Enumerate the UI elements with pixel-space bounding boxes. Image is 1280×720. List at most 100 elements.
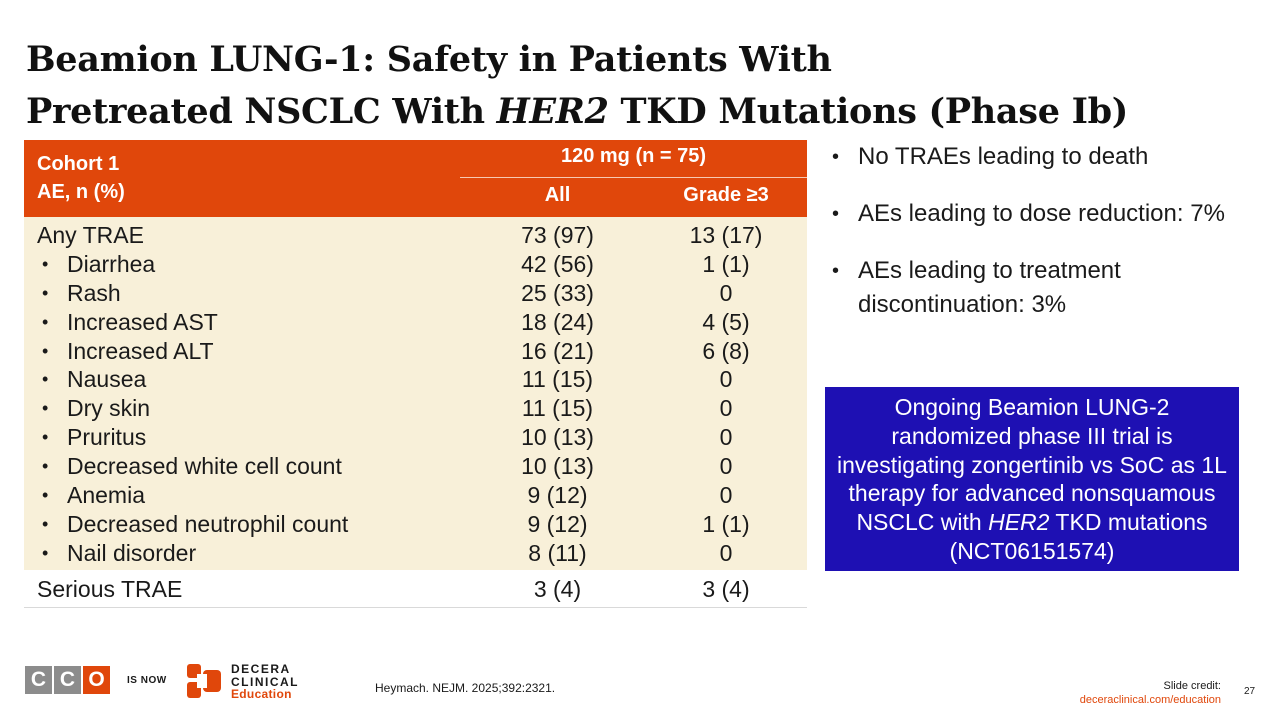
cell-grade3: 0 (719, 539, 733, 566)
page-number: 27 (1244, 686, 1256, 697)
row-label-text: Rash (67, 279, 121, 306)
title-line-1: Beamion LUNG-1: Safety in Patients With (26, 39, 832, 80)
bullet-icon: • (42, 253, 49, 274)
decera-wordmark: DECERA CLINICAL Education (231, 663, 299, 701)
key-point: • AEs leading to treatment discontinuatio… (832, 254, 1252, 322)
cell-all: 16 (21) (521, 337, 594, 364)
row-label: • Decreased white cell count (42, 452, 342, 481)
header-divider (460, 177, 807, 178)
cell-grade3: 0 (719, 424, 733, 451)
decera-logo-icon (187, 664, 221, 698)
key-point-text: No TRAEs leading to death (858, 143, 1149, 170)
row-label: • Nausea (42, 365, 146, 394)
table-header: Cohort 1 AE, n (%) 120 mg (n = 75) All G… (24, 140, 807, 217)
bullet-icon: • (42, 311, 49, 332)
header-ae-unit: AE, n (%) (37, 181, 125, 203)
bullet-icon: • (832, 260, 840, 282)
row-label: • Increased ALT (42, 337, 214, 366)
bullet-icon: • (832, 203, 840, 225)
table-row: Any TRAE 73 (97) 13 (17) (24, 221, 807, 250)
bullet-icon: • (42, 398, 49, 419)
cell-grade3: 1 (1) (702, 510, 750, 537)
title-gene-name: HER2 (496, 91, 609, 132)
title-line-2-post: TKD Mutations (Phase Ib) (608, 91, 1129, 132)
cell-all: 25 (33) (521, 279, 594, 306)
key-point-text: AEs leading to dose reduction: 7% (858, 200, 1225, 227)
credit-url[interactable]: deceraclinical.com/education (1079, 694, 1221, 706)
decera-line: DECERA (231, 662, 291, 676)
table-row: • Increased ALT 16 (21) 6 (8) (24, 337, 807, 366)
table-row: • Decreased neutrophil count 9 (12) 1 (1) (24, 510, 807, 539)
ongoing-trial-callout: Ongoing Beamion LUNG-2 randomized phase … (825, 387, 1239, 571)
key-point: • No TRAEs leading to death (832, 140, 1252, 174)
key-point-text: AEs leading to treatment discontinuation… (858, 257, 1121, 318)
row-label-text: Increased ALT (67, 337, 214, 364)
header-col-all: All (544, 184, 571, 206)
bullet-icon: • (42, 427, 49, 448)
cell-grade3: 0 (719, 482, 733, 509)
row-label: • Rash (42, 279, 121, 308)
header-row-label: Cohort 1 AE, n (%) (37, 150, 125, 206)
table-row: • Rash 25 (33) 0 (24, 279, 807, 308)
row-label-text: Increased AST (67, 308, 218, 335)
cell-all: 11 (15) (521, 366, 594, 393)
cco-letter: O (83, 666, 110, 694)
credit-label: Slide credit: (1163, 680, 1221, 692)
slide-credit: Slide credit: deceraclinical.com/educati… (1080, 679, 1221, 707)
callout-gene-name: HER2 (988, 509, 1050, 536)
callout-text-end: TKD mutations (NCT06151574) (949, 509, 1208, 564)
cell-all: 73 (97) (521, 222, 594, 248)
title-line-2: Pretreated NSCLC With HER2 TKD Mutations… (26, 86, 1256, 138)
bullet-icon: • (832, 146, 840, 168)
table-row: • Increased AST 18 (24) 4 (5) (24, 308, 807, 337)
citation: Heymach. NEJM. 2025;392:2321. (375, 681, 556, 695)
cell-grade3: 6 (8) (702, 337, 750, 364)
cell-grade3: 0 (719, 366, 733, 393)
callout-text: Ongoing Beamion LUNG-2 randomized phase … (837, 394, 1227, 536)
cell-grade3: 3 (4) (702, 575, 750, 602)
cell-all: 3 (4) (533, 575, 582, 602)
row-label-text: Decreased neutrophil count (67, 510, 349, 537)
row-label: • Diarrhea (42, 250, 155, 279)
row-label-text: Anemia (67, 482, 145, 509)
cell-all: 10 (13) (521, 453, 594, 480)
safety-table: Cohort 1 AE, n (%) 120 mg (n = 75) All G… (24, 140, 807, 608)
table-body: Any TRAE 73 (97) 13 (17) • Diarrhea 42 (56) 1 … (24, 217, 807, 570)
bullet-icon: • (42, 485, 49, 506)
cell-grade3: 13 (17) (689, 222, 763, 248)
cell-all: 42 (56) (521, 250, 594, 277)
cell-all: 10 (13) (521, 424, 594, 451)
row-label: • Pruritus (42, 423, 146, 452)
bullet-icon: • (42, 340, 49, 361)
cell-grade3: 0 (719, 453, 733, 480)
row-label: Any TRAE (37, 221, 144, 250)
row-label: Serious TRAE (37, 575, 183, 602)
row-label-text: Dry skin (67, 395, 151, 422)
row-label-text: Decreased white cell count (67, 453, 342, 480)
cell-grade3: 1 (1) (702, 250, 750, 277)
cell-grade3: 4 (5) (702, 308, 750, 335)
decera-line: CLINICAL (231, 674, 299, 689)
cell-all: 8 (11) (528, 539, 587, 566)
row-label: • Dry skin (42, 394, 150, 423)
header-dose: 120 mg (n = 75) (560, 145, 707, 167)
bullet-icon: • (42, 456, 49, 477)
row-label: • Increased AST (42, 308, 218, 337)
table-row: • Nail disorder 8 (11) 0 (24, 539, 807, 568)
table-row: • Nausea 11 (15) 0 (24, 365, 807, 394)
table-row: • Decreased white cell count 10 (13) 0 (24, 452, 807, 481)
cell-all: 18 (24) (521, 308, 594, 335)
cell-grade3: 0 (719, 395, 733, 422)
row-label: • Decreased neutrophil count (42, 510, 348, 539)
row-label-text: Pruritus (67, 424, 147, 451)
bullet-icon: • (42, 513, 49, 534)
header-cohort: Cohort 1 (37, 153, 120, 175)
title-line-2-pre: Pretreated NSCLC With (26, 91, 497, 132)
table-row: • Dry skin 11 (15) 0 (24, 394, 807, 423)
table-row: • Anemia 9 (12) 0 (24, 481, 807, 510)
key-point: • AEs leading to dose reduction: 7% (832, 197, 1252, 231)
row-label-text: Any TRAE (37, 222, 144, 248)
key-points: • No TRAEs leading to death • AEs leading … (832, 140, 1252, 345)
cell-grade3: 0 (719, 279, 733, 306)
row-label-text: Diarrhea (67, 250, 156, 277)
